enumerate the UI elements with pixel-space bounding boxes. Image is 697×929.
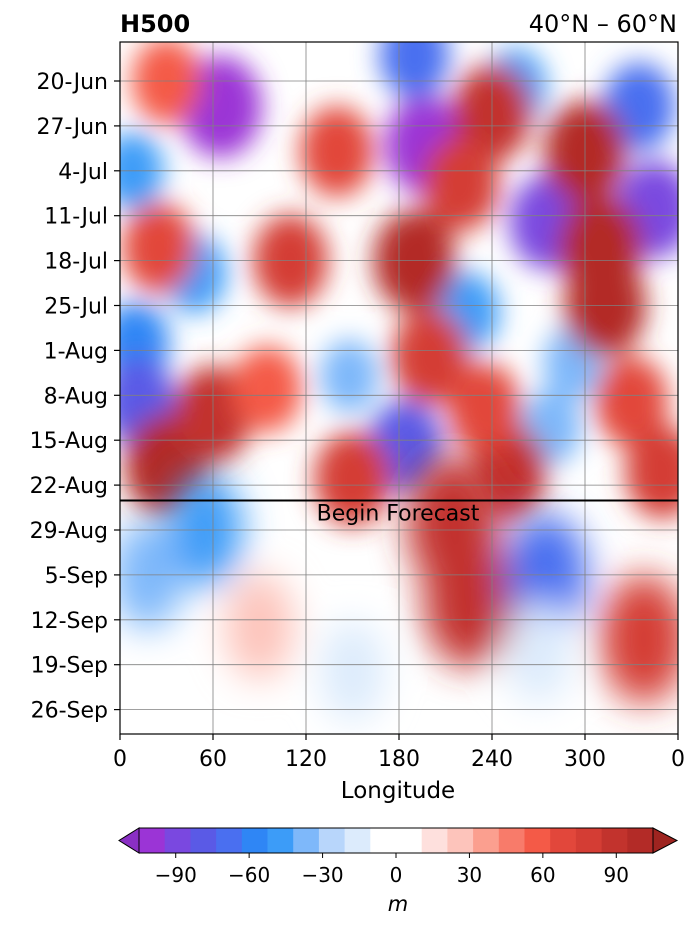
y-tick-label: 4-Jul <box>58 160 108 185</box>
x-tick-label: 60 <box>199 747 227 772</box>
anomaly-core-2 <box>395 42 434 80</box>
anomaly-core-32 <box>464 383 505 434</box>
y-axis: 20-Jun 27-Jun 4-Jul 11-Jul 18-Jul 25-Jul 1-Aug… <box>30 70 120 724</box>
colorbar-segment <box>473 828 500 853</box>
anomaly-core-8 <box>526 195 569 249</box>
x-tick-label: 300 <box>564 747 606 772</box>
anomaly-core-33 <box>248 365 287 413</box>
y-tick-label: 26-Sep <box>31 699 108 724</box>
x-tick-label: 240 <box>471 747 513 772</box>
anomaly-core-25 <box>439 157 483 210</box>
colorbar-segment <box>241 828 268 853</box>
colorbar-tick-label: −90 <box>155 863 197 887</box>
anomaly-core-30 <box>485 445 530 500</box>
forecast-label: Begin Forecast <box>317 502 480 527</box>
y-tick-label: 18-Jul <box>44 250 108 275</box>
colorbar-segment <box>447 828 474 853</box>
anomaly-core-27 <box>143 437 190 495</box>
x-tick-label: 0 <box>113 747 127 772</box>
y-tick-label: 12-Sep <box>31 609 108 634</box>
observed-anomaly-field <box>120 42 678 527</box>
colorbar-segment <box>344 828 371 853</box>
y-tick-label: 1-Aug <box>44 339 108 364</box>
colorbar-tick-label: 60 <box>530 863 555 887</box>
y-tick-label: 11-Jul <box>44 205 108 230</box>
colorbar-segment <box>550 828 577 853</box>
y-tick-label: 19-Sep <box>31 654 108 679</box>
colorbar-segment <box>190 828 217 853</box>
anomaly-feature-12 <box>320 339 379 413</box>
colorbar-tick-label: 30 <box>457 863 482 887</box>
colorbar-segment <box>575 828 603 853</box>
anomaly-core-0 <box>198 78 244 135</box>
y-tick-label: 5-Sep <box>45 564 108 589</box>
x-tick-label: 180 <box>378 747 420 772</box>
colorbar-segment <box>267 828 294 853</box>
x-axis-label: Longitude <box>341 778 455 804</box>
colorbar-segment <box>601 828 628 853</box>
anomaly-core-34 <box>611 376 652 427</box>
anomaly-core-10 <box>120 376 159 427</box>
colorbar-segment <box>293 828 320 853</box>
anomaly-core-29 <box>331 452 374 505</box>
x-tick-label: 0 <box>671 747 685 772</box>
colorbar-tick-label: 0 <box>390 863 403 887</box>
colorbar-tick-label: 90 <box>604 863 629 887</box>
anomaly-feature-43 <box>320 620 385 722</box>
plot-area <box>120 42 678 734</box>
x-axis: 0 60 120 180 240 300 0 <box>113 734 685 772</box>
colorbar-segment <box>164 828 191 853</box>
grid-lines <box>120 42 678 734</box>
colorbar-ticks: −90 −60 −30 0 30 60 90 <box>155 853 629 887</box>
colorbar-segment <box>421 828 448 853</box>
y-tick-label: 25-Jul <box>44 295 108 320</box>
colorbar-segment <box>318 828 346 853</box>
colorbar-tick-label: −30 <box>301 863 343 887</box>
colorbar-segment <box>498 828 525 853</box>
y-tick-label: 15-Aug <box>30 429 108 454</box>
colorbar-extend-high <box>652 827 679 854</box>
anomaly-core-38 <box>619 603 668 675</box>
x-tick-label: 120 <box>285 747 327 772</box>
y-tick-label: 22-Aug <box>30 474 108 499</box>
latitude-band-label: 40°N – 60°N <box>529 10 677 38</box>
colorbar-segment <box>524 828 551 853</box>
colorbar <box>118 827 679 854</box>
colorbar-segment <box>216 828 243 853</box>
y-tick-label: 29-Aug <box>30 519 108 544</box>
anomaly-core-5 <box>633 182 677 237</box>
anomaly-core-26 <box>138 222 179 273</box>
anomaly-core-37 <box>443 563 494 638</box>
colorbar-segment <box>396 828 423 853</box>
colorbar-extend-low <box>118 827 140 854</box>
anomaly-core-13 <box>384 421 426 473</box>
chart-title: H500 <box>120 10 190 38</box>
anomaly-core-4 <box>619 82 659 132</box>
colorbar-tick-label: −60 <box>228 863 270 887</box>
y-tick-label: 20-Jun <box>36 70 108 95</box>
colorbar-segment <box>370 828 397 853</box>
y-tick-label: 27-Jun <box>36 115 108 140</box>
anomaly-feature-42 <box>505 600 572 704</box>
colorbar-segment <box>139 828 166 853</box>
y-tick-label: 8-Aug <box>44 384 108 409</box>
anomaly-core-35 <box>641 446 678 498</box>
colorbar-segment <box>627 828 654 853</box>
colorbar-label: m <box>388 892 408 916</box>
anomaly-feature-39 <box>225 572 294 680</box>
anomaly-core-9 <box>120 320 155 368</box>
anomaly-core-17 <box>316 126 358 177</box>
anomaly-core-31 <box>408 330 452 383</box>
